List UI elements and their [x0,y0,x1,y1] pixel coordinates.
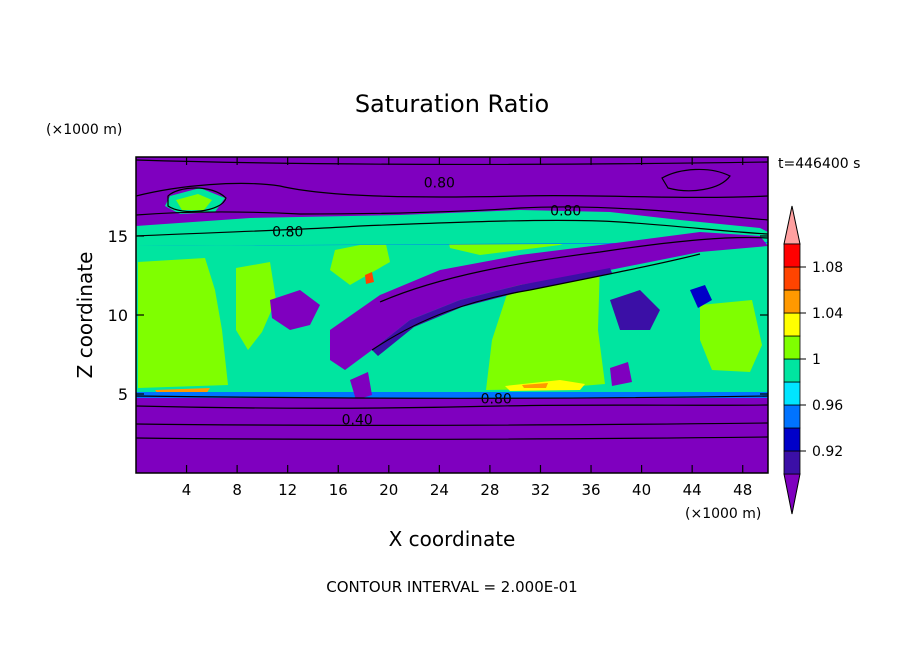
region-dry-patch-b [610,290,660,330]
colorbar-tick-label: 1 [812,352,821,368]
time-label: t=446400 s [778,156,860,172]
colorbar-swatch [783,266,801,291]
contour-plot-area: 0.80 0.80 0.80 0.80 0.40 [136,157,768,473]
y-axis-ticks: 5 10 15 [108,227,768,404]
chart-title: Saturation Ratio [355,90,549,118]
colorbar-tick-label: 0.92 [812,444,843,460]
contour-label: 0.80 [550,204,581,220]
region-isolated-saturated-cell [176,194,212,210]
contour-line [136,182,768,199]
colorbar-tick-label: 1.04 [812,306,843,322]
contour-interval-footer: CONTOUR INTERVAL = 2.000E-01 [326,578,577,596]
contour-line [379,236,768,303]
contour-line [136,436,768,440]
x-axis-label: X coordinate [389,527,516,551]
x-tick-label: 4 [182,481,192,499]
contour-lines [136,159,768,440]
colorbar-swatch [783,381,801,406]
region-saturated-east [700,300,762,372]
colorbar-tick-label: 1.08 [812,260,843,276]
x-tick-label: 36 [581,481,600,499]
x-tick-label: 20 [379,481,398,499]
x-axis-ticks: 4 8 12 16 20 24 28 32 36 40 44 48 [182,157,752,499]
y-tick-label: 15 [108,227,128,246]
y-axis-unit: (×1000 m) [46,122,122,138]
colorbar-tick-label: 0.96 [812,398,843,414]
colorbar-swatch [783,312,801,337]
contour-line [136,206,768,221]
contour-line [371,253,701,351]
region-saturated-west [138,258,228,388]
contour-line [136,395,768,399]
supersaturated-speck [365,272,374,284]
region-dry-patch-c [690,285,712,308]
colorbar-swatch [783,427,801,452]
region-dry-intrusion-edge [372,268,612,356]
x-tick-label: 24 [430,481,449,499]
region-saturated-central [486,262,605,390]
x-tick-label: 48 [733,481,752,499]
supersaturated-spot-core [522,383,548,388]
contour-line [136,404,768,409]
y-tick-label: 10 [108,306,128,325]
region-upper-moist-band [136,210,768,246]
colorbar-swatch [783,404,801,429]
contour-line [661,168,731,192]
region-saturated-patch-a [236,262,276,350]
contour-line [136,422,768,426]
region-dry-patch-d [350,372,372,400]
contour-line [167,187,227,213]
y-tick-label: 5 [118,385,128,404]
region-moist-bottom-edge [136,392,768,398]
region-dry-patch-e [610,362,632,386]
x-tick-label: 8 [232,481,242,499]
colorbar-underflow-triangle [783,473,801,515]
colorbar-swatch [783,289,801,314]
contour-label: 0.80 [424,175,455,191]
x-axis-unit: (×1000 m) [685,506,761,522]
region-dry-patch-a [270,290,320,330]
region-near-saturation [136,240,768,397]
x-tick-label: 12 [278,481,297,499]
y-axis-label: Z coordinate [73,252,97,379]
contour-line [136,219,768,237]
colorbar-swatch [783,243,801,268]
colorbar-swatch [783,358,801,383]
contour-line [136,159,768,166]
x-tick-label: 44 [683,481,702,499]
contour-labels: 0.80 0.80 0.80 0.80 0.40 [272,175,581,428]
x-tick-label: 16 [329,481,348,499]
colorbar-swatch [783,335,801,360]
x-tick-label: 28 [480,481,499,499]
region-saturated-patch-b [330,240,390,285]
colorbar: 0.92 0.96 1 1.04 1.08 [783,205,843,515]
contour-label: 0.80 [481,392,512,408]
colorbar-swatch [783,450,801,475]
contour-label: 0.40 [342,412,373,428]
x-tick-label: 32 [531,481,550,499]
colorbar-overflow-triangle [783,205,801,245]
x-tick-label: 40 [632,481,651,499]
contour-label: 0.80 [272,224,303,240]
